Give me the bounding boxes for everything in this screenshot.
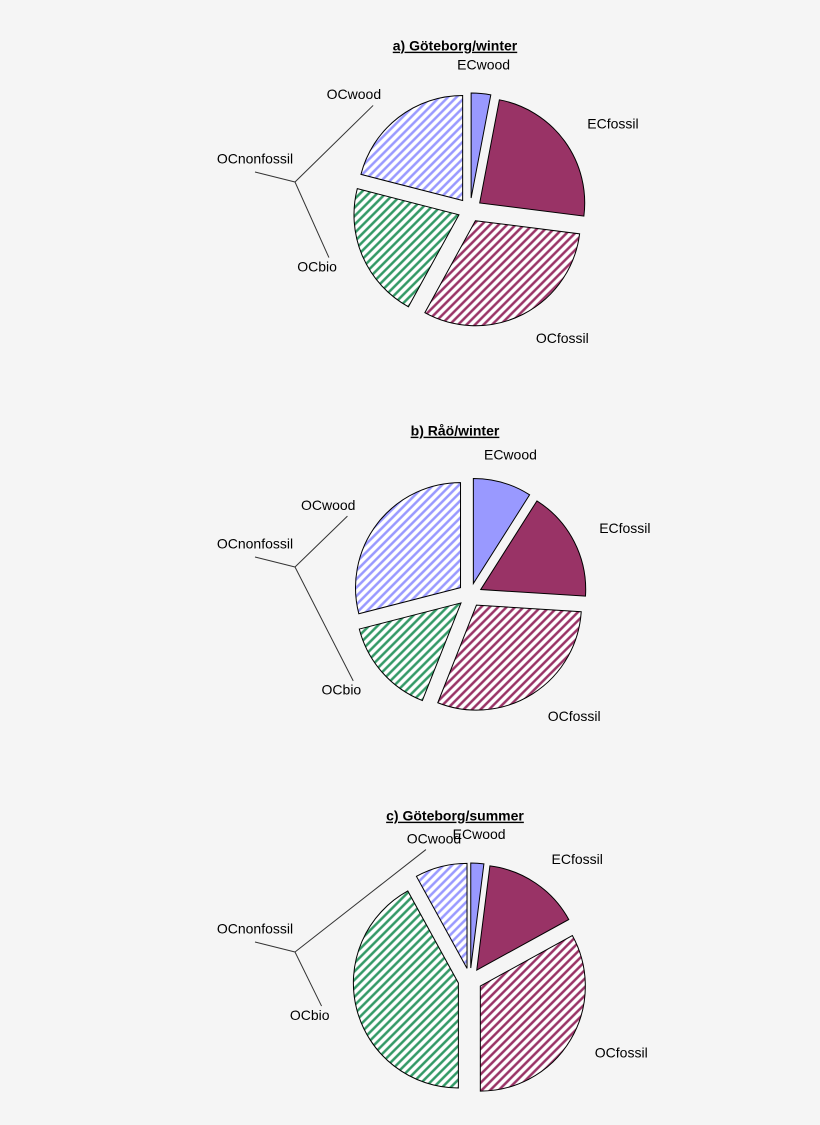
slice-label: OCfossil <box>595 1045 648 1061</box>
bracket-line <box>294 515 348 568</box>
slice-label: OCwood <box>407 830 461 846</box>
slice-label: OCbio <box>290 1007 330 1023</box>
bracket-line <box>294 181 330 258</box>
slice-label: OCwood <box>301 497 355 513</box>
pie-slice <box>424 220 581 327</box>
pie-slice <box>437 604 582 711</box>
pie-slice <box>479 934 586 1092</box>
bracket-line <box>294 566 354 682</box>
chart-title: b) Råö/winter <box>411 423 500 439</box>
slice-label: OCbio <box>297 258 337 274</box>
bracket-line <box>294 105 374 183</box>
bracket-line <box>254 941 296 953</box>
bracket-line <box>254 171 296 183</box>
pie-slice <box>479 99 586 217</box>
bracket-line <box>294 849 427 953</box>
chart-title: a) Göteborg/winter <box>393 38 518 54</box>
slice-label: ECfossil <box>599 520 650 536</box>
pie-slice <box>355 482 462 615</box>
slice-label: OCfossil <box>548 708 601 724</box>
chart-title: c) Göteborg/summer <box>386 808 524 824</box>
slice-label: ECfossil <box>552 851 603 867</box>
pie-slice <box>479 500 587 597</box>
pie-slice <box>472 477 531 586</box>
slice-label: OCwood <box>327 86 381 102</box>
pie-slice <box>353 188 460 308</box>
annotation: OCnonfossil <box>217 151 293 167</box>
slice-label: ECwood <box>453 826 506 842</box>
slice-label: ECfossil <box>587 115 638 131</box>
bracket-line <box>254 556 296 568</box>
pie-slice <box>470 862 485 969</box>
pie-slice <box>360 95 464 202</box>
slice-label: ECwood <box>457 56 510 72</box>
pie-slice <box>476 865 570 971</box>
annotation: OCnonfossil <box>217 536 293 552</box>
slice-label: OCbio <box>322 682 362 698</box>
slice-label: ECwood <box>484 446 537 462</box>
pie-slice <box>358 602 462 702</box>
slice-label: OCfossil <box>536 330 589 346</box>
pie-slice <box>415 862 468 969</box>
annotation: OCnonfossil <box>217 921 293 937</box>
pie-slice <box>352 890 459 1089</box>
bracket-line <box>294 951 323 1007</box>
pie-slice <box>470 92 492 199</box>
